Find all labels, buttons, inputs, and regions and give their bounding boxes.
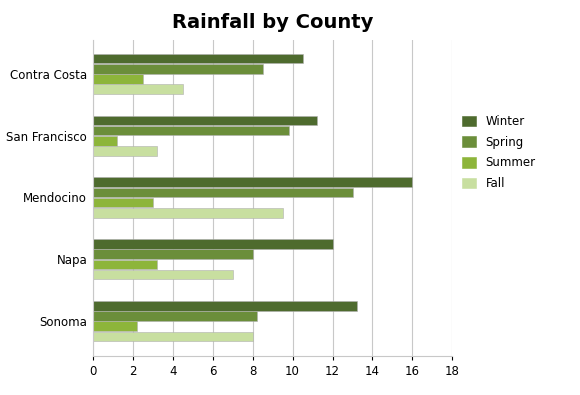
Bar — [93, 270, 233, 279]
Bar — [93, 311, 256, 321]
Bar — [93, 208, 282, 218]
Bar — [93, 239, 332, 249]
Bar — [93, 85, 183, 94]
Bar — [93, 331, 253, 341]
Bar — [93, 126, 289, 135]
Bar — [93, 322, 137, 331]
Bar — [93, 146, 157, 156]
Bar — [93, 260, 157, 269]
Bar — [93, 54, 303, 64]
Bar — [93, 116, 317, 125]
Bar — [93, 249, 253, 259]
Bar — [93, 198, 153, 207]
Legend: Winter, Spring, Summer, Fall: Winter, Spring, Summer, Fall — [462, 115, 536, 190]
Bar — [93, 188, 353, 197]
Bar — [93, 301, 357, 310]
Bar — [93, 136, 117, 146]
Title: Rainfall by County: Rainfall by County — [172, 13, 374, 32]
Bar — [93, 177, 412, 187]
Bar — [93, 74, 143, 84]
Bar — [93, 64, 263, 73]
